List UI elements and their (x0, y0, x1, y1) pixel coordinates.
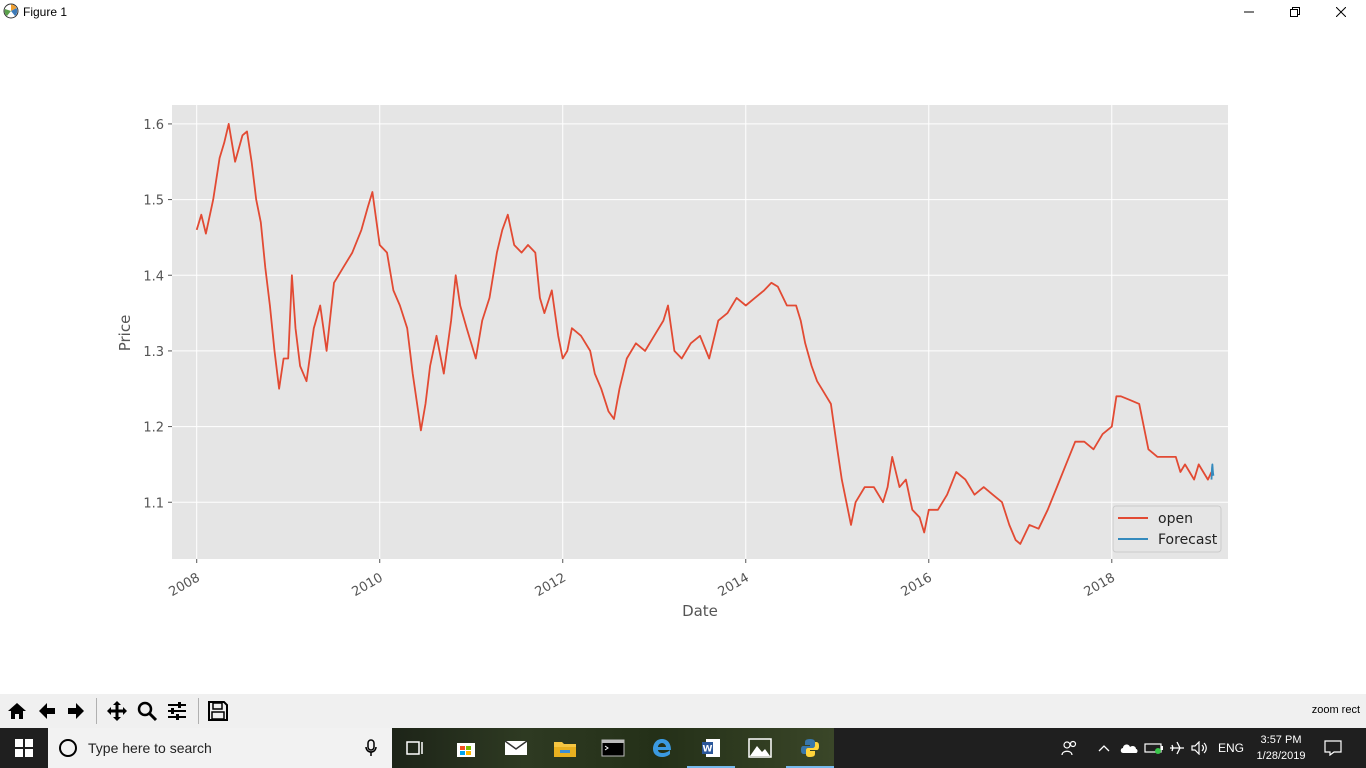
windows-taskbar: Type here to search W ENG (0, 728, 1366, 768)
x-axis-label: Date (682, 602, 718, 620)
y-tick-label: 1.5 (143, 194, 164, 209)
taskbar-file-explorer[interactable] (541, 728, 589, 768)
restore-button[interactable] (1272, 0, 1318, 24)
edge-browser-icon (653, 739, 671, 757)
photos-icon (748, 738, 772, 758)
y-tick-label: 1.3 (143, 345, 164, 360)
battery-charging-icon (1144, 743, 1163, 754)
taskbar-mail[interactable] (492, 728, 540, 768)
toolbar-separator (198, 698, 199, 724)
close-button[interactable] (1318, 0, 1364, 24)
onedrive-tray-button[interactable] (1118, 728, 1140, 768)
show-hidden-icons-button[interactable] (1094, 728, 1114, 768)
onedrive-sync-icon (1120, 744, 1138, 753)
x-tick-label: 2014 (716, 570, 752, 600)
mail-icon (504, 740, 528, 755)
grid-lines (172, 105, 1228, 559)
volume-button[interactable] (1189, 728, 1211, 768)
clock-time: 3:57 PM (1260, 734, 1302, 746)
file-explorer-icon (554, 742, 576, 757)
y-tick-label: 1.4 (143, 269, 164, 284)
navigation-toolbar: zoom rect (0, 694, 1366, 728)
y-tick-label: 1.1 (143, 496, 164, 511)
toolbar-separator (96, 698, 97, 724)
y-axis-label: Price (116, 315, 134, 352)
airplane-icon (1170, 741, 1184, 755)
x-tick-label: 2016 (899, 570, 935, 600)
task-view-icon (406, 741, 423, 755)
minimize-icon (1244, 11, 1254, 13)
windows-logo-icon (15, 739, 33, 757)
x-tick-label: 2010 (350, 570, 386, 600)
series-line-forecast (1210, 463, 1215, 480)
x-tick-label: 2018 (1082, 570, 1118, 600)
word-icon: W (702, 739, 720, 757)
battery-tray-button[interactable] (1143, 728, 1165, 768)
price-chart[interactable]: 1.1 1.2 1.3 1.4 1.5 1.6 2008 2010 2012 2014 2016 20… (0, 24, 1366, 694)
people-icon (1061, 740, 1077, 756)
save-icon (208, 701, 228, 721)
taskbar-search-box[interactable]: Type here to search (48, 728, 392, 768)
clock-date: 1/28/2019 (1256, 750, 1306, 762)
close-icon (1336, 7, 1346, 17)
back-button[interactable] (34, 698, 60, 724)
legend-label-forecast: Forecast (1158, 532, 1218, 548)
taskbar-word[interactable]: W (687, 728, 735, 768)
pan-button[interactable] (104, 698, 130, 724)
restore-icon (1290, 7, 1300, 17)
window-titlebar: Figure 1 (0, 0, 1366, 24)
series-lines (195, 123, 1215, 545)
people-button[interactable] (1058, 728, 1082, 768)
pan-icon (107, 701, 127, 721)
speaker-icon (1191, 741, 1207, 755)
plot-background (172, 105, 1228, 559)
zoom-button[interactable] (134, 698, 160, 724)
configure-subplots-icon (168, 702, 186, 720)
back-icon (39, 703, 55, 719)
search-placeholder: Type here to search (88, 740, 212, 756)
configure-subplots-button[interactable] (164, 698, 190, 724)
svg-text:W: W (703, 745, 713, 755)
window-title: Figure 1 (23, 5, 68, 19)
x-tick-label: 2012 (533, 570, 569, 600)
taskbar-photos[interactable] (736, 728, 784, 768)
python-icon (801, 739, 819, 757)
notification-icon (1324, 740, 1342, 756)
figure-canvas[interactable]: 1.1 1.2 1.3 1.4 1.5 1.6 2008 2010 2012 2014 2016 20… (0, 24, 1366, 694)
forward-icon (68, 703, 84, 719)
task-view-button[interactable] (392, 728, 440, 768)
toolbar-status-message: zoom rect (1311, 704, 1360, 716)
chevron-up-icon (1098, 745, 1110, 752)
microsoft-store-icon (457, 743, 475, 757)
airplane-mode-button[interactable] (1166, 728, 1188, 768)
series-line-open (195, 123, 1213, 545)
home-icon (8, 703, 26, 719)
taskbar-edge[interactable] (638, 728, 686, 768)
matplotlib-app-icon (3, 3, 19, 19)
taskbar-store[interactable] (442, 728, 490, 768)
taskbar-clock[interactable]: 3:57 PM 1/28/2019 (1250, 732, 1312, 764)
taskbar-python[interactable] (786, 728, 834, 768)
cortana-circle-icon (59, 739, 77, 757)
action-center-button[interactable] (1318, 728, 1348, 768)
save-button[interactable] (205, 698, 231, 724)
legend-label-open: open (1158, 511, 1193, 527)
minimize-button[interactable] (1226, 0, 1272, 24)
legend: open Forecast (1112, 505, 1222, 553)
y-tick-label: 1.6 (143, 118, 164, 133)
zoom-icon (137, 701, 158, 722)
forward-button[interactable] (63, 698, 89, 724)
start-button[interactable] (0, 728, 48, 768)
command-prompt-icon (601, 739, 625, 757)
microphone-icon[interactable] (364, 739, 378, 757)
x-tick-label: 2008 (167, 570, 203, 600)
input-language-button[interactable]: ENG (1217, 741, 1244, 755)
y-tick-label: 1.2 (143, 421, 164, 436)
taskbar-command-prompt[interactable] (589, 728, 637, 768)
home-button[interactable] (4, 698, 30, 724)
